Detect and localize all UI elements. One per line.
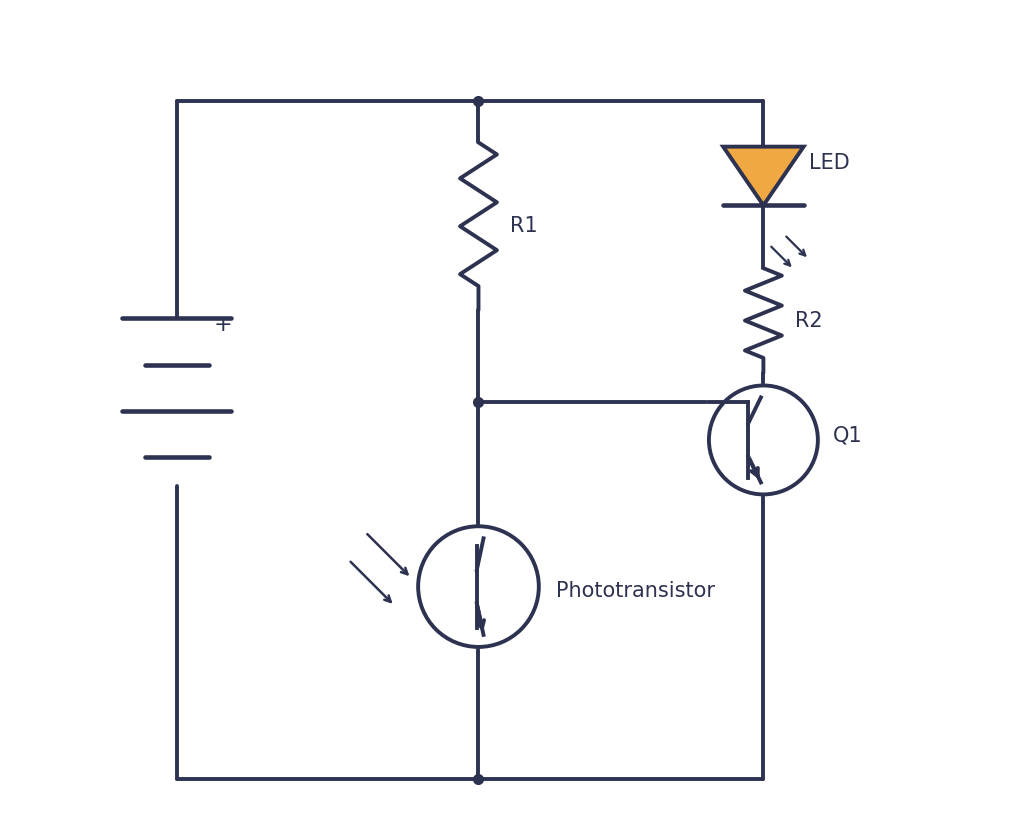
Text: Q1: Q1 (833, 426, 862, 446)
Text: Phototransistor: Phototransistor (556, 581, 715, 601)
Polygon shape (723, 147, 804, 205)
Text: R2: R2 (796, 311, 823, 330)
Text: LED: LED (810, 153, 850, 173)
Text: R1: R1 (510, 216, 538, 236)
Text: +: + (214, 315, 232, 335)
